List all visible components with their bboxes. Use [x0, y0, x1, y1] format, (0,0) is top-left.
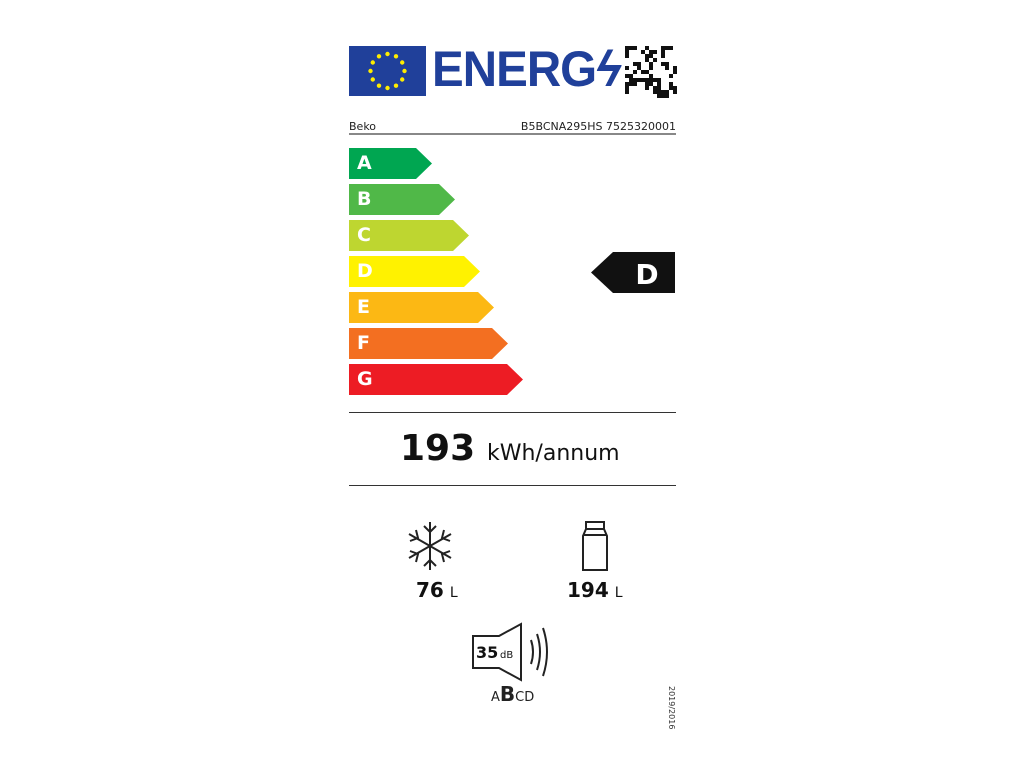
eu-stars-icon: [368, 51, 407, 91]
energy-logo: ENERGϟ: [432, 41, 621, 97]
energy-value: 193: [400, 428, 476, 469]
header-divider: [349, 133, 676, 135]
class-letter: C: [357, 224, 371, 246]
model-identifier: B5BCNA295HS 7525320001: [520, 120, 676, 133]
noise-value: 35: [476, 643, 498, 662]
energy-class-bar-d: D: [349, 256, 480, 287]
energy-class-bar-c: C: [349, 220, 469, 251]
rated-class-indicator: D: [591, 252, 675, 293]
energy-class-bar-f: F: [349, 328, 508, 359]
energy-class-bar-g: G: [349, 364, 523, 395]
supplier-name: Beko: [349, 120, 377, 133]
divider: [349, 412, 676, 413]
fridge-volume: 194 L: [567, 578, 623, 602]
divider: [349, 485, 676, 486]
energy-class-bar-a: A: [349, 148, 432, 179]
speaker-icon: 35 dB: [472, 622, 548, 682]
logo-text: ENERG: [432, 41, 597, 97]
class-letter: F: [357, 332, 370, 354]
rated-class-letter: D: [635, 258, 658, 291]
noise-class-scale: ABCD: [491, 682, 535, 706]
qr-code: [625, 46, 677, 98]
energy-class-bar-e: E: [349, 292, 494, 323]
eu-flag-logo: [349, 46, 426, 96]
noise-unit: dB: [500, 650, 513, 661]
class-letter: D: [357, 260, 373, 282]
snowflake-icon: [408, 522, 452, 570]
energy-unit: kWh/annum: [487, 441, 620, 466]
bottle-icon: [582, 521, 608, 571]
freezer-volume: 76 L: [416, 578, 458, 602]
regulation-number: 2019/2016: [667, 686, 676, 730]
class-letter: A: [357, 152, 372, 174]
class-letter: B: [357, 188, 372, 210]
energy-class-bar-b: B: [349, 184, 455, 215]
class-letter: G: [357, 368, 373, 390]
noise-class: B: [499, 682, 516, 706]
class-letter: E: [357, 296, 370, 318]
